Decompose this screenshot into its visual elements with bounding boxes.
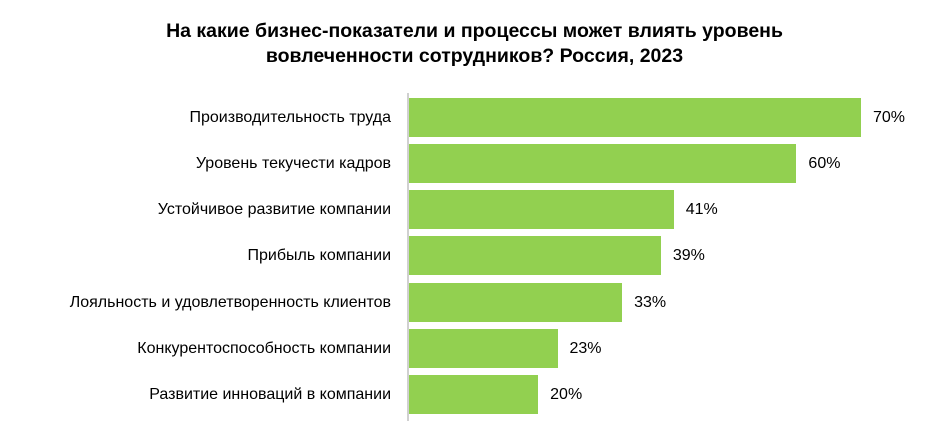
bar-row: Уровень текучести кадров 60% [0, 144, 949, 183]
bar [409, 375, 539, 414]
bar [409, 283, 623, 322]
category-label: Производительность труда [189, 109, 392, 126]
bar [409, 329, 558, 368]
category-label: Развитие инноваций в компании [149, 386, 391, 403]
bar [409, 98, 861, 137]
chart-title: На какие бизнес-показатели и процессы мо… [0, 19, 949, 69]
bar [409, 144, 797, 183]
chart-title-line-2: вовлеченности сотрудников? Россия, 2023 [265, 45, 684, 67]
value-label: 20% [550, 386, 583, 403]
category-label: Прибыль компании [247, 247, 391, 264]
bar [409, 236, 661, 275]
y-axis-line [407, 93, 409, 421]
bar-row: Производительность труда 70% [0, 98, 949, 137]
chart-title-line-1: На какие бизнес-показатели и процессы мо… [166, 20, 783, 42]
bar-row: Лояльность и удовлетворенность клиентов 3… [0, 283, 949, 322]
category-label: Конкурентоспособность компании [137, 340, 391, 357]
value-label: 33% [634, 294, 667, 311]
bar-row: Устойчивое развитие компании 41% [0, 190, 949, 229]
bar [409, 190, 674, 229]
value-label: 39% [672, 247, 705, 264]
value-label: 41% [685, 201, 718, 218]
category-label: Уровень текучести кадров [195, 155, 391, 172]
bar-row: Развитие инноваций в компании 20% [0, 375, 949, 414]
value-label: 60% [808, 155, 841, 172]
bar-row: Прибыль компании 39% [0, 236, 949, 275]
value-label: 70% [873, 109, 906, 126]
category-label: Лояльность и удовлетворенность клиентов [69, 294, 391, 311]
value-label: 23% [569, 340, 602, 357]
bar-row: Конкурентоспособность компании 23% [0, 329, 949, 368]
category-label: Устойчивое развитие компании [157, 201, 391, 218]
